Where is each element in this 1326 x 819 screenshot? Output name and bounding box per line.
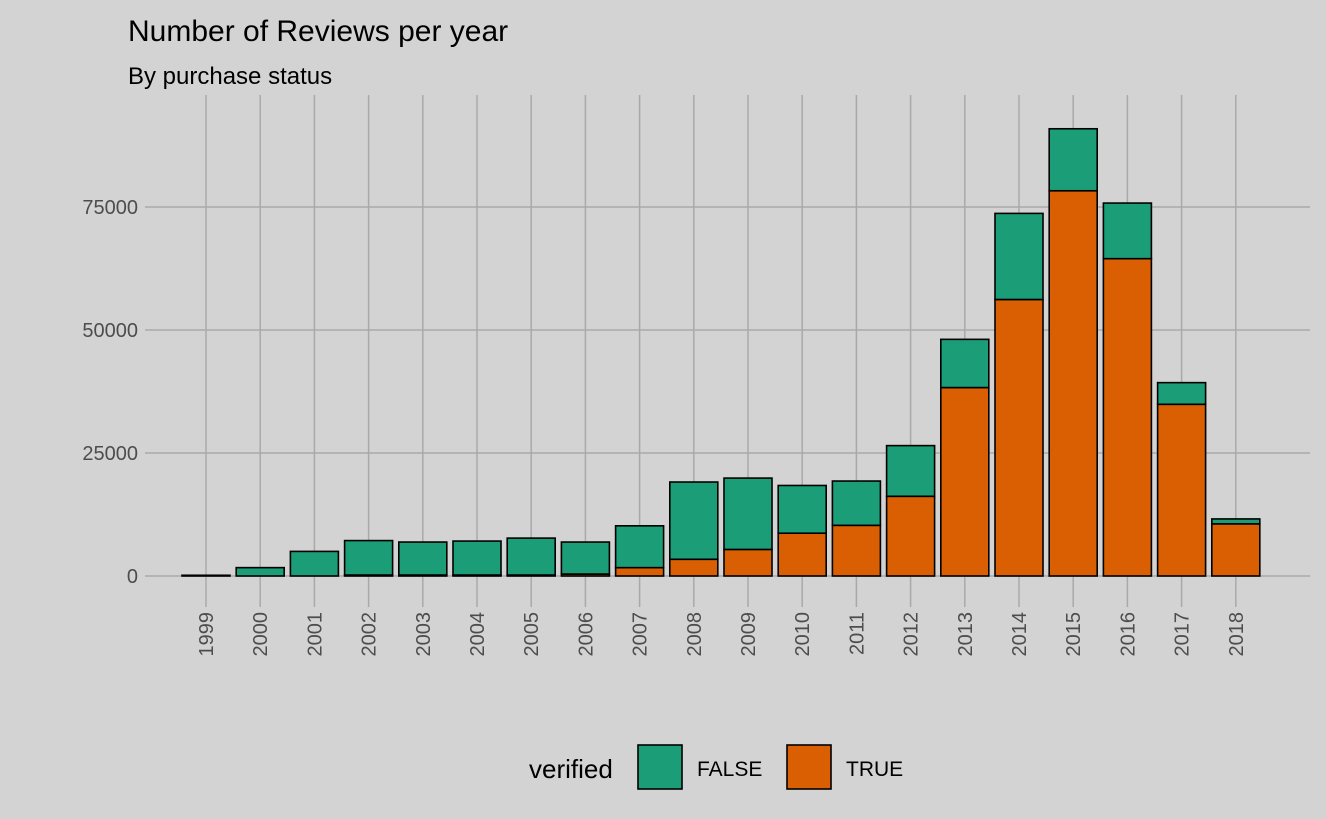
y-tick-label: 0 xyxy=(127,566,138,588)
bar-false-2011 xyxy=(831,480,882,527)
x-tick-label: 2017 xyxy=(1172,612,1194,657)
legend-swatch-false xyxy=(637,744,683,790)
bar-false-2003 xyxy=(397,541,448,576)
legend: verified FALSE TRUE xyxy=(529,744,903,790)
bar-false-2007 xyxy=(614,525,665,569)
x-tick-label: 2006 xyxy=(575,612,597,657)
x-tick-label: 2011 xyxy=(846,612,868,655)
x-tick-label: 2007 xyxy=(630,612,652,657)
bar-false-1999 xyxy=(181,574,231,577)
bar-true-2018 xyxy=(1211,523,1261,577)
x-tick-label: 2003 xyxy=(413,612,435,657)
bar-false-2000 xyxy=(235,566,285,577)
x-tick-label: 2002 xyxy=(359,612,381,657)
bar-false-2001 xyxy=(289,550,340,577)
x-tick-label: 2015 xyxy=(1063,612,1085,657)
legend-title: verified xyxy=(529,754,613,784)
x-tick-label: 2004 xyxy=(467,612,489,657)
bar-false-2010 xyxy=(777,484,828,534)
bar-true-2011 xyxy=(831,524,882,577)
bar-true-2017 xyxy=(1156,403,1207,577)
x-tick-label: 2016 xyxy=(1117,612,1139,657)
bar-false-2006 xyxy=(560,541,611,575)
x-tick-label: 2001 xyxy=(304,612,326,657)
bar-false-2002 xyxy=(343,539,394,576)
x-tick-label: 2018 xyxy=(1226,612,1248,657)
bar-true-2008 xyxy=(668,558,719,577)
bar-false-2012 xyxy=(885,444,936,498)
legend-label-true: TRUE xyxy=(846,758,903,781)
x-tick-label: 1999 xyxy=(196,612,218,657)
bar-false-2015 xyxy=(1048,127,1098,192)
x-tick-label: 2005 xyxy=(521,612,543,657)
bar-true-2012 xyxy=(885,495,936,577)
y-tick-label: 25000 xyxy=(82,443,138,465)
bar-false-2005 xyxy=(506,537,557,576)
x-tick-label: 2013 xyxy=(955,612,977,657)
bar-false-2013 xyxy=(939,338,990,389)
x-tick-label: 2000 xyxy=(250,612,272,657)
x-tick-label: 2009 xyxy=(738,612,760,657)
bar-true-2015 xyxy=(1048,189,1098,577)
x-tick-label: 2014 xyxy=(1009,612,1031,657)
bar-true-2009 xyxy=(723,548,773,577)
x-tick-label: 2008 xyxy=(684,612,706,657)
bar-false-2008 xyxy=(668,481,719,561)
x-tick-label: 2012 xyxy=(901,612,923,657)
bar-false-2014 xyxy=(994,212,1044,301)
bar-true-2007 xyxy=(614,566,665,577)
y-tick-label: 75000 xyxy=(82,197,138,219)
bar-true-2016 xyxy=(1102,257,1153,577)
bar-true-2010 xyxy=(777,532,828,577)
bar-false-2018 xyxy=(1211,518,1261,525)
x-tick-label: 2010 xyxy=(792,612,814,657)
bar-true-2013 xyxy=(939,386,990,577)
bar-false-2016 xyxy=(1102,202,1153,260)
y-tick-label: 50000 xyxy=(82,320,138,342)
bar-false-2009 xyxy=(723,477,773,551)
bar-true-2014 xyxy=(994,298,1044,577)
legend-swatch-true xyxy=(786,744,832,790)
bar-false-2004 xyxy=(452,540,502,576)
legend-label-false: FALSE xyxy=(697,758,762,781)
bars xyxy=(181,127,1261,577)
y-axis: 0 25000 50000 75000 xyxy=(82,197,152,588)
chart-title: Number of Reviews per year xyxy=(128,15,508,48)
bar-false-2017 xyxy=(1156,381,1207,406)
x-axis: 1999 2000 2001 2002 2003 2004 2005 2006 2007 2008… xyxy=(196,600,1248,657)
chart-subtitle: By purchase status xyxy=(128,63,332,90)
